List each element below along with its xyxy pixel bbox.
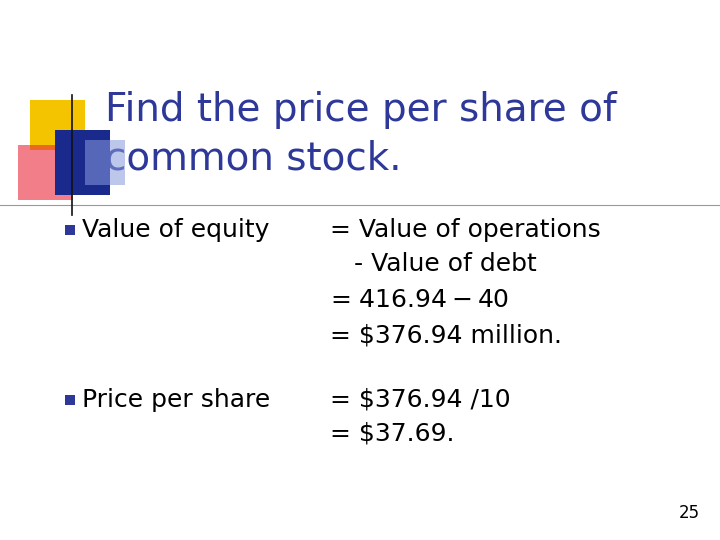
Bar — [65, 225, 75, 235]
Bar — [18, 145, 73, 200]
Bar — [85, 140, 125, 185]
Text: - Value of debt: - Value of debt — [330, 252, 536, 276]
Bar — [30, 100, 85, 150]
Bar — [55, 130, 110, 195]
Text: 25: 25 — [679, 504, 700, 522]
Text: = $376.94 /10: = $376.94 /10 — [330, 388, 510, 412]
Text: Value of equity: Value of equity — [82, 218, 269, 242]
Text: Price per share: Price per share — [82, 388, 270, 412]
Text: = $376.94 million.: = $376.94 million. — [330, 324, 562, 348]
Text: = Value of operations: = Value of operations — [330, 218, 600, 242]
Text: Find the price per share of: Find the price per share of — [105, 91, 616, 129]
Bar — [65, 395, 75, 405]
Text: common stock.: common stock. — [105, 139, 402, 177]
Text: = $416.94 - $40: = $416.94 - $40 — [330, 288, 509, 312]
Text: = $37.69.: = $37.69. — [330, 422, 454, 446]
